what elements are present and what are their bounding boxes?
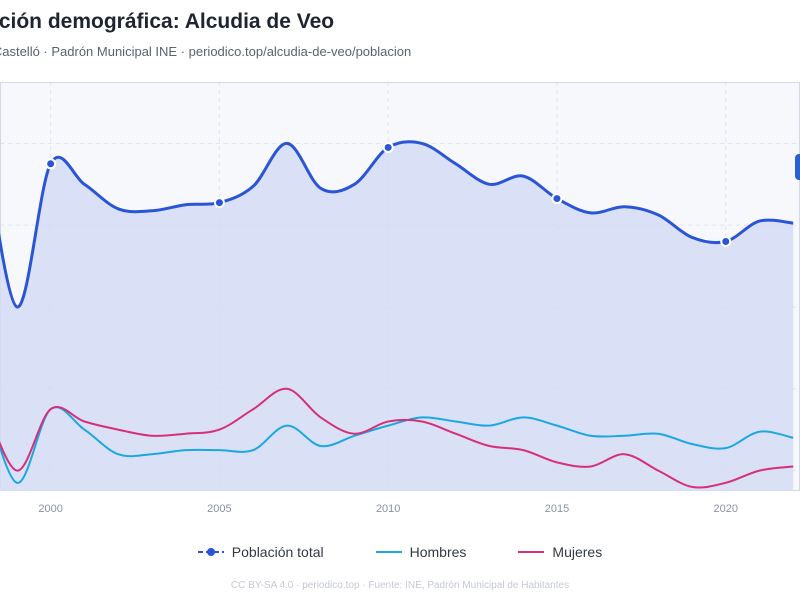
legend-line-icon [518,551,545,553]
data-point-total-2010[interactable] [382,141,394,153]
legend-line-icon [375,551,402,553]
marker-layer [45,141,732,248]
data-point-total-2000[interactable] [45,158,57,170]
total-area-fill [0,141,794,491]
chart-title: ución demográfica: Alcudia de Veo [0,10,335,33]
x-tick-label: 2005 [207,503,231,515]
x-tick-label: 2000 [38,503,62,515]
footer-credits: CC BY-SA 4.0 · periodico.top · Fuente: I… [230,580,570,591]
x-tick-label: 2020 [713,503,737,515]
chart-subtitle: n/Castelló · Padrón Municipal INE · peri… [0,44,412,59]
legend-swatch-hombres [375,547,402,557]
legend-label-total: Población total [231,544,324,560]
legend-swatch-total [197,547,224,557]
x-axis: 2000 2005 2010 2015 2020 [38,503,738,515]
x-tick-label: 2015 [545,503,569,515]
tooltip-edge [795,154,800,180]
legend: Población total Hombres Mujeres [0,544,800,560]
legend-label-hombres: Hombres [409,544,467,560]
data-point-total-2015[interactable] [551,193,563,205]
x-tick-label: 2010 [376,503,400,515]
legend-dot-icon [206,548,215,556]
series-line-hombres[interactable] [0,389,794,484]
legend-swatch-mujeres [518,547,545,557]
series-line-total[interactable] [0,133,794,309]
legend-item-total[interactable]: Población total [197,544,324,560]
legend-item-mujeres[interactable]: Mujeres [518,544,602,560]
legend-item-hombres[interactable]: Hombres [375,544,467,560]
data-point-total-2005[interactable] [213,197,225,209]
series-line-mujeres[interactable] [0,387,794,489]
data-point-total-2020[interactable] [720,236,732,248]
legend-label-mujeres: Mujeres [552,544,603,560]
